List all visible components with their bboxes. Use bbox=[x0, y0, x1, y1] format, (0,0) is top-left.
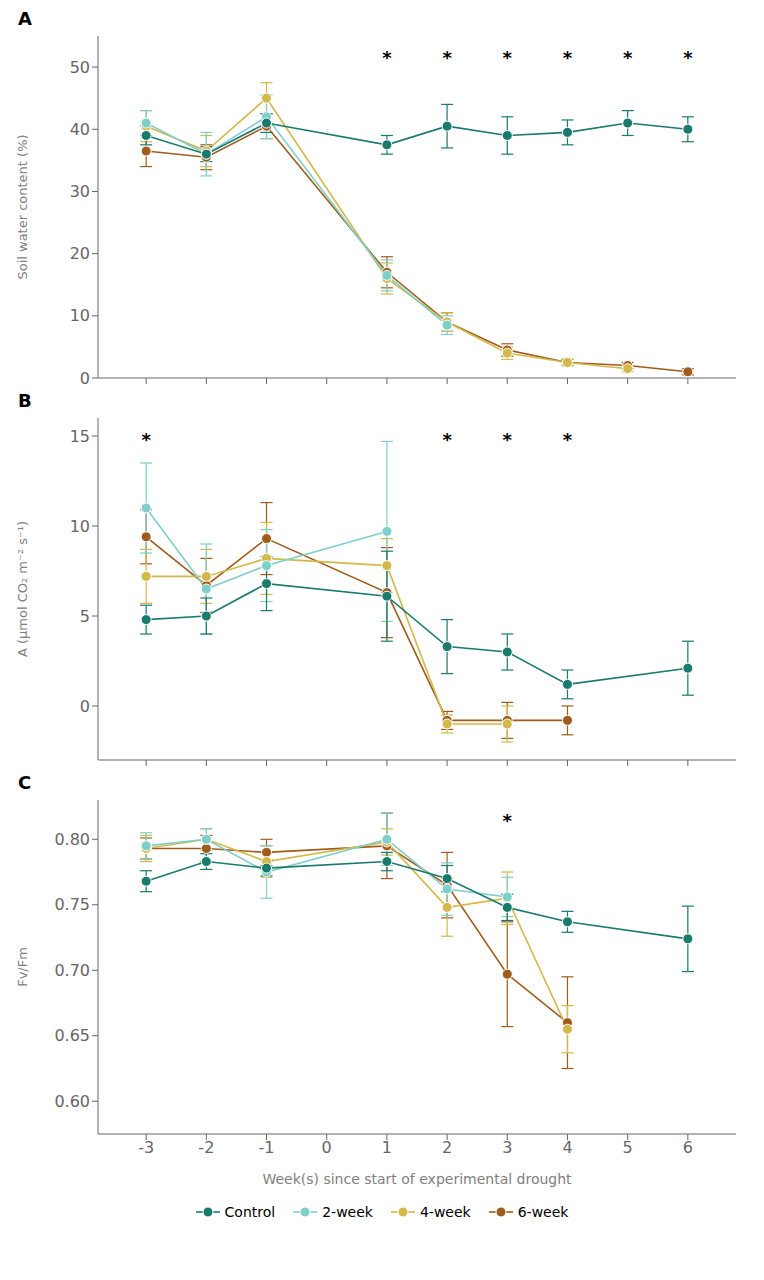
svg-text:40: 40 bbox=[70, 120, 90, 139]
svg-text:*: * bbox=[503, 810, 513, 831]
svg-text:Week(s) since start of experim: Week(s) since start of experimental drou… bbox=[262, 1171, 572, 1187]
svg-text:4: 4 bbox=[562, 1138, 572, 1157]
svg-text:-3: -3 bbox=[138, 1138, 154, 1157]
svg-text:*: * bbox=[623, 47, 633, 68]
html-text:C: C bbox=[18, 772, 32, 793]
svg-text:*: * bbox=[563, 47, 573, 68]
svg-text:*: * bbox=[683, 47, 693, 68]
svg-text:10: 10 bbox=[70, 306, 90, 325]
svg-text:0.65: 0.65 bbox=[54, 1026, 90, 1045]
svg-text:3: 3 bbox=[502, 1138, 512, 1157]
svg-text:-1: -1 bbox=[259, 1138, 275, 1157]
html-text:A: A bbox=[18, 8, 32, 29]
svg-text:0.70: 0.70 bbox=[54, 961, 90, 980]
svg-text:*: * bbox=[382, 47, 392, 68]
svg-text:0: 0 bbox=[322, 1138, 332, 1157]
html-text:6-week: 6-week bbox=[517, 1204, 569, 1220]
svg-text:*: * bbox=[141, 429, 151, 450]
svg-text:*: * bbox=[503, 429, 513, 450]
svg-text:Soil water content (%): Soil water content (%) bbox=[15, 134, 30, 279]
svg-text:5: 5 bbox=[623, 1138, 633, 1157]
svg-text:0.75: 0.75 bbox=[54, 895, 90, 914]
svg-text:50: 50 bbox=[70, 58, 90, 77]
svg-text:10: 10 bbox=[70, 517, 90, 536]
html-text:B: B bbox=[18, 390, 32, 411]
svg-text:*: * bbox=[563, 429, 573, 450]
svg-text:0.60: 0.60 bbox=[54, 1092, 90, 1111]
svg-text:30: 30 bbox=[70, 182, 90, 201]
html-text:2-week: 2-week bbox=[322, 1204, 373, 1220]
svg-text:*: * bbox=[503, 47, 513, 68]
svg-text:0: 0 bbox=[80, 369, 90, 388]
svg-text:6: 6 bbox=[683, 1138, 693, 1157]
svg-text:Fv/Fm: Fv/Fm bbox=[15, 947, 30, 987]
svg-text:-2: -2 bbox=[198, 1138, 214, 1157]
svg-text:1: 1 bbox=[382, 1138, 392, 1157]
html-text:4-week: 4-week bbox=[419, 1204, 471, 1220]
svg-text:0.80: 0.80 bbox=[54, 830, 90, 849]
svg-text:20: 20 bbox=[70, 244, 90, 263]
svg-text:*: * bbox=[442, 47, 452, 68]
svg-text:0: 0 bbox=[80, 697, 90, 716]
svg-text:A (μmol CO₂ m⁻² s⁻¹): A (μmol CO₂ m⁻² s⁻¹) bbox=[15, 521, 30, 657]
svg-text:*: * bbox=[442, 429, 452, 450]
svg-text:2: 2 bbox=[442, 1138, 452, 1157]
svg-text:15: 15 bbox=[70, 427, 90, 446]
html-text:Control: Control bbox=[224, 1204, 276, 1220]
svg-text:5: 5 bbox=[80, 607, 90, 626]
